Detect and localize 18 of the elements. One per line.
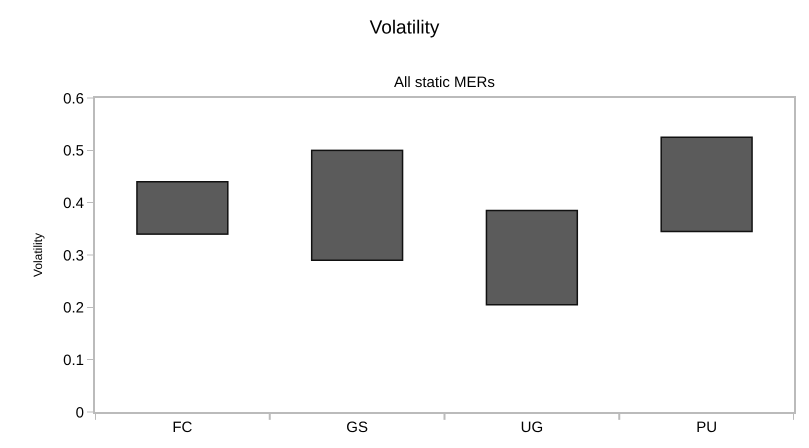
y-tick-label: 0.2 — [63, 300, 84, 317]
y-tick-label: 0.3 — [63, 247, 84, 264]
bar — [310, 150, 404, 261]
x-tick-label: GS — [346, 419, 368, 436]
bar — [486, 210, 578, 306]
y-tick-label: 0.6 — [63, 90, 84, 108]
y-tick-label: 0 — [76, 404, 84, 422]
y-tick-label: 0.4 — [63, 194, 84, 212]
bar — [136, 180, 229, 235]
x-tick-label: FC — [172, 419, 193, 436]
y-tick-label: 0.1 — [63, 352, 84, 369]
y-axis-title: Volatility — [30, 232, 45, 278]
y-tick-label: 0.5 — [63, 142, 84, 160]
x-tick-label: UG — [520, 419, 544, 436]
bar — [660, 136, 753, 232]
x-tick-label: PU — [696, 419, 718, 436]
chart-subtitle: All static MERs — [394, 74, 495, 91]
chart-title: Volatility — [370, 18, 440, 39]
